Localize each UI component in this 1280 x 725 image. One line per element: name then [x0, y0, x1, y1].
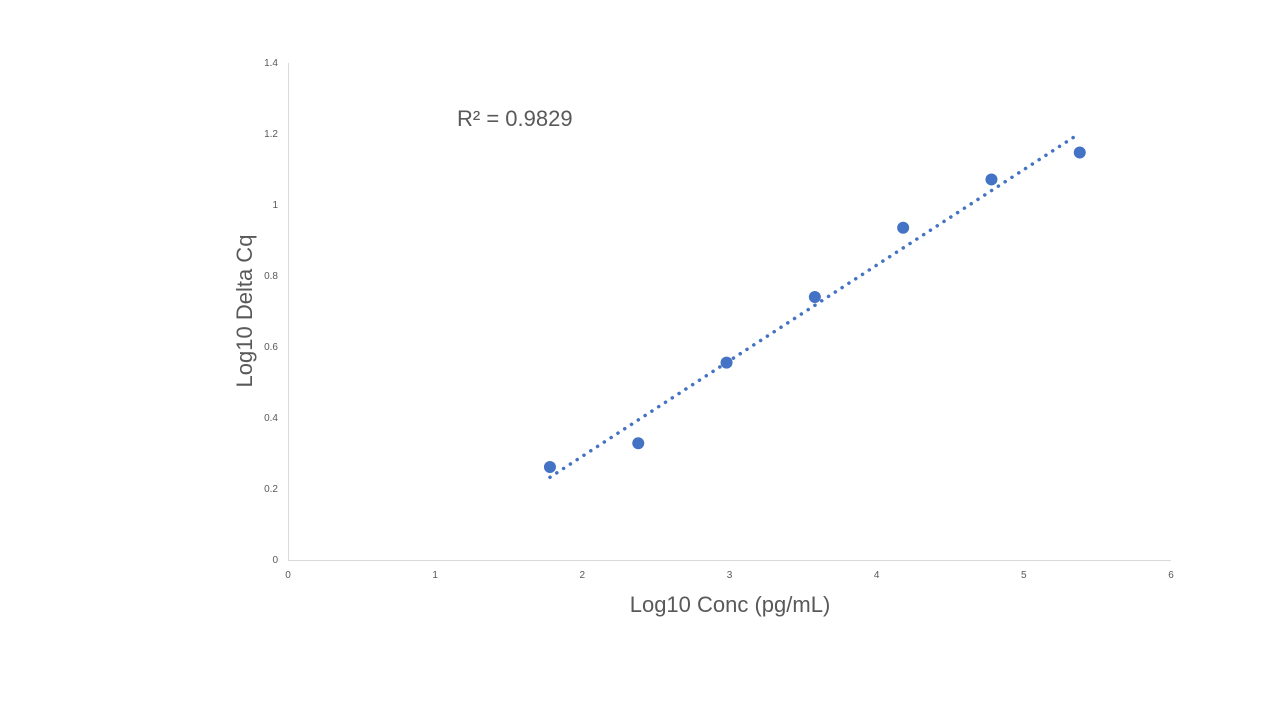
- x-tick-label: 0: [285, 570, 291, 581]
- data-point: [632, 437, 645, 450]
- y-tick-label: 0.6: [264, 342, 278, 353]
- x-axis-title: Log10 Conc (pg/mL): [630, 592, 831, 617]
- x-tick-label: 6: [1168, 570, 1174, 581]
- data-points: [543, 146, 1086, 473]
- y-tick-label: 1: [272, 200, 278, 211]
- y-tick-label: 0.8: [264, 271, 278, 282]
- x-tick-label: 4: [874, 570, 880, 581]
- x-tick-label: 3: [727, 570, 733, 581]
- x-tick-labels: 0 1 2 3 4 5 6: [285, 570, 1174, 581]
- y-tick-label: 1.4: [264, 58, 278, 69]
- data-point: [985, 173, 998, 186]
- trendline: [548, 131, 1082, 480]
- x-tick-label: 1: [432, 570, 438, 581]
- data-point: [1073, 146, 1086, 159]
- x-tick-label: 5: [1021, 570, 1027, 581]
- y-tick-label: 0.4: [264, 413, 278, 424]
- trendline-layer: [548, 131, 1082, 480]
- y-axis-title: Log10 Delta Cq: [232, 235, 257, 388]
- r-squared-annotation: R² = 0.9829: [457, 106, 573, 131]
- data-point: [720, 356, 733, 369]
- data-point: [897, 221, 910, 234]
- y-tick-label: 0.2: [264, 484, 278, 495]
- y-tick-label: 0: [272, 555, 278, 566]
- data-point: [808, 290, 821, 303]
- y-tick-labels: 0 0.2 0.4 0.6 0.8 1 1.2 1.4: [264, 58, 278, 566]
- x-tick-label: 2: [580, 570, 586, 581]
- data-point: [543, 460, 556, 473]
- y-tick-label: 1.2: [264, 129, 278, 140]
